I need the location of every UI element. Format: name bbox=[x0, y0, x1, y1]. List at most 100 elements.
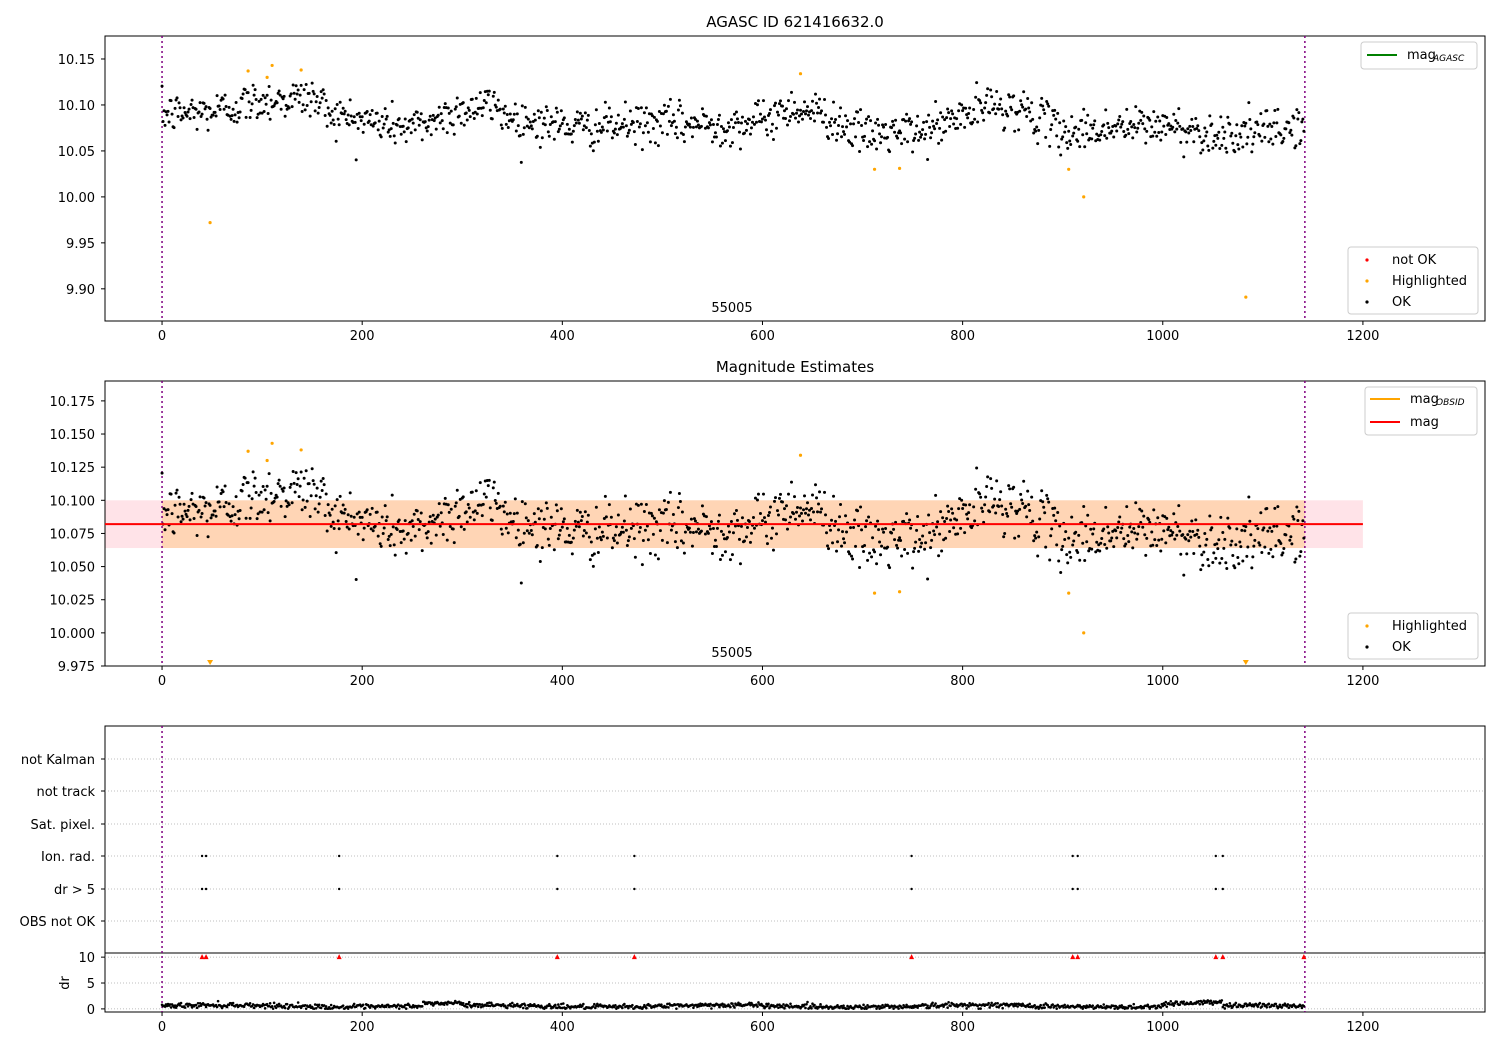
ok-point bbox=[927, 113, 931, 117]
dr-point bbox=[402, 1005, 406, 1009]
ok-point bbox=[241, 482, 245, 486]
ok-point bbox=[1097, 543, 1101, 547]
ok-point bbox=[472, 518, 476, 522]
dr-point bbox=[1132, 1002, 1136, 1006]
ok-point bbox=[728, 144, 732, 148]
ok-point bbox=[1152, 508, 1156, 512]
ok-point bbox=[455, 96, 459, 100]
ok-point bbox=[592, 140, 596, 144]
ok-point bbox=[1231, 141, 1235, 145]
ok-point bbox=[849, 526, 853, 530]
ok-point bbox=[526, 519, 530, 523]
ok-point bbox=[584, 531, 588, 535]
ok-point bbox=[864, 121, 868, 125]
ok-point bbox=[577, 121, 581, 125]
dr-point bbox=[1102, 1003, 1106, 1006]
ok-point bbox=[1034, 536, 1038, 540]
ok-point bbox=[859, 108, 863, 112]
ok-point bbox=[585, 118, 589, 122]
ok-point bbox=[846, 119, 850, 123]
ok-point bbox=[796, 108, 799, 112]
ok-point bbox=[445, 131, 449, 135]
ok-point bbox=[1294, 557, 1298, 561]
ok-point bbox=[248, 516, 252, 520]
dr-point bbox=[582, 1002, 585, 1006]
ok-point bbox=[884, 527, 888, 531]
ok-point bbox=[1065, 553, 1069, 557]
ok-point bbox=[837, 123, 841, 127]
ok-point bbox=[851, 557, 855, 561]
ok-point bbox=[802, 508, 806, 512]
ok-point bbox=[862, 138, 866, 142]
ok-point bbox=[513, 497, 517, 501]
ok-point bbox=[625, 543, 629, 547]
ok-point bbox=[353, 120, 357, 124]
ok-point bbox=[1194, 518, 1198, 522]
ok-point bbox=[349, 514, 353, 518]
panel1-ytick-label: 9.95 bbox=[66, 237, 95, 252]
ok-point bbox=[583, 111, 587, 115]
ok-point bbox=[403, 117, 407, 121]
ok-point bbox=[749, 126, 753, 130]
ok-point bbox=[466, 503, 470, 506]
dr-point bbox=[1205, 1001, 1209, 1004]
ok-point bbox=[555, 110, 559, 114]
ok-point bbox=[891, 119, 895, 123]
ok-point bbox=[807, 513, 811, 517]
ok-point bbox=[1155, 543, 1159, 547]
ok-point bbox=[166, 508, 170, 512]
ok-point bbox=[589, 132, 593, 136]
dr-point bbox=[420, 1005, 424, 1008]
dr-points bbox=[160, 999, 1306, 1010]
dr-point bbox=[248, 1002, 252, 1005]
ok-point bbox=[406, 531, 410, 535]
dr-clipped-marker bbox=[1220, 954, 1226, 960]
ok-point bbox=[752, 526, 756, 530]
ok-point bbox=[719, 529, 723, 533]
ok-point bbox=[756, 492, 760, 496]
ok-point bbox=[1299, 550, 1303, 554]
ok-point bbox=[1288, 538, 1292, 542]
dr-point bbox=[169, 1006, 173, 1009]
ok-point bbox=[572, 124, 576, 128]
ok-point bbox=[792, 512, 795, 516]
dr-point bbox=[1041, 1006, 1044, 1010]
dr-point bbox=[964, 1004, 967, 1007]
ok-point bbox=[931, 119, 935, 123]
ok-point bbox=[642, 111, 646, 115]
ok-point bbox=[412, 113, 416, 117]
ok-point bbox=[486, 93, 490, 97]
ok-point bbox=[1291, 514, 1295, 518]
ok-point bbox=[318, 101, 322, 105]
ok-point bbox=[668, 490, 672, 494]
ok-point bbox=[586, 113, 590, 117]
ok-point bbox=[346, 513, 350, 517]
ok-point bbox=[1137, 121, 1141, 125]
ok-point bbox=[338, 100, 342, 104]
ok-point bbox=[347, 527, 351, 531]
ok-point bbox=[180, 514, 184, 518]
ok-point bbox=[1196, 528, 1200, 532]
panel1-xtick-label: 0 bbox=[158, 329, 166, 344]
ok-point bbox=[447, 510, 451, 514]
legend-marker-highlighted bbox=[1365, 279, 1369, 283]
ok-point bbox=[811, 99, 815, 103]
ok-point bbox=[1246, 135, 1250, 139]
ok-point bbox=[567, 127, 571, 131]
panel2-obsid-label: 55005 bbox=[711, 646, 752, 661]
ok-point bbox=[682, 140, 686, 144]
ok-point bbox=[960, 498, 964, 502]
ok-point bbox=[1192, 140, 1196, 144]
ok-point bbox=[1012, 94, 1016, 98]
ok-point bbox=[1190, 117, 1194, 121]
ok-point bbox=[1125, 107, 1129, 111]
dr-point bbox=[296, 1001, 300, 1004]
ok-point bbox=[879, 141, 883, 145]
ok-point bbox=[267, 472, 271, 476]
ok-point bbox=[615, 133, 619, 137]
ok-point bbox=[301, 498, 305, 502]
ok-point bbox=[762, 516, 766, 520]
ok-point bbox=[717, 113, 721, 117]
ok-point bbox=[179, 520, 183, 524]
ok-point bbox=[964, 503, 968, 507]
